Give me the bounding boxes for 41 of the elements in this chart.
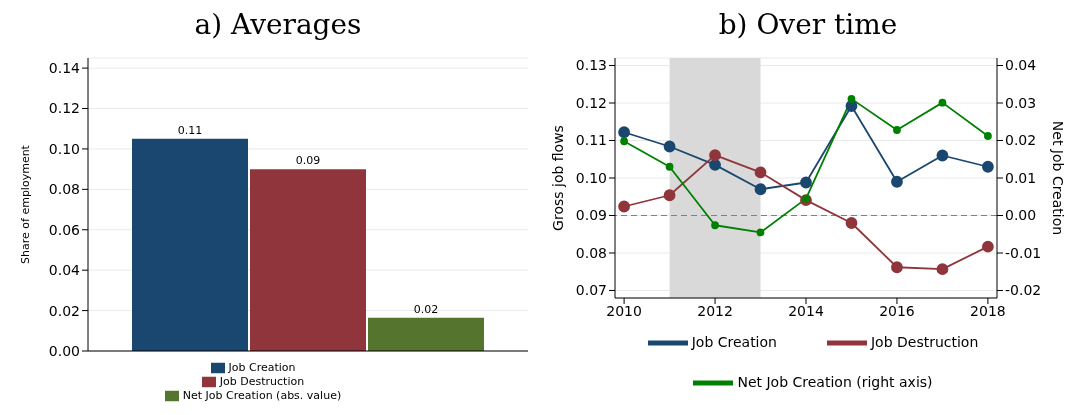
y2-tick-label: -0.02 (1005, 282, 1042, 299)
legend-label: Job Creation (691, 334, 777, 350)
x-tick-label: 2018 (970, 302, 1006, 319)
x-tick-label: 2016 (879, 302, 915, 319)
y-tick-label: 0.06 (48, 221, 81, 238)
legend-label: Job Destruction (219, 375, 305, 388)
y-axis-title: Gross job flows (549, 125, 566, 231)
y2-axis-title: Net Job Creation (1050, 120, 1067, 236)
y-tick-label: 0.04 (48, 262, 81, 279)
y-tick-label: 0.13 (575, 57, 607, 74)
legend-label: Net Job Creation (right axis) (737, 374, 933, 390)
chart-title: a) Averages (193, 8, 363, 43)
y-tick-label: 0.10 (575, 169, 607, 186)
y2-tick-label: 0.02 (1005, 132, 1037, 149)
y2-tick-label: -0.01 (1005, 244, 1042, 261)
y-tick-label: 0.07 (575, 282, 607, 299)
y-tick-label: 0.11 (575, 132, 607, 149)
x-tick-label: 2010 (606, 302, 642, 319)
data-label: 0.02 (413, 302, 439, 316)
x-tick-label: 2014 (788, 302, 824, 319)
y2-tick-label: 0.03 (1005, 94, 1037, 111)
chart-title: b) Over time (717, 8, 899, 43)
legend-label: Job Destruction (870, 334, 979, 350)
y2-tick-label: 0.00 (1005, 207, 1037, 224)
data-label: 0.11 (177, 123, 203, 137)
legend-label: Net Job Creation (abs. value) (182, 389, 342, 402)
y-tick-label: 0.08 (48, 181, 80, 198)
y-tick-label: 0.00 (48, 342, 80, 359)
x-tick-label: 2012 (697, 302, 733, 319)
y-tick-label: 0.12 (48, 100, 80, 117)
y-axis-title: Share of employment (18, 144, 32, 264)
y2-tick-label: 0.01 (1005, 169, 1037, 186)
y2-tick-label: 0.04 (1005, 57, 1037, 74)
y-tick-label: 0.08 (575, 244, 607, 261)
y-tick-label: 0.09 (575, 207, 607, 224)
y-tick-label: 0.12 (575, 94, 607, 111)
y-tick-label: 0.14 (48, 60, 81, 77)
legend-label: Job Creation (228, 361, 296, 374)
y-tick-label: 0.10 (48, 140, 80, 157)
data-label: 0.09 (295, 154, 321, 168)
y-tick-label: 0.02 (48, 302, 80, 319)
